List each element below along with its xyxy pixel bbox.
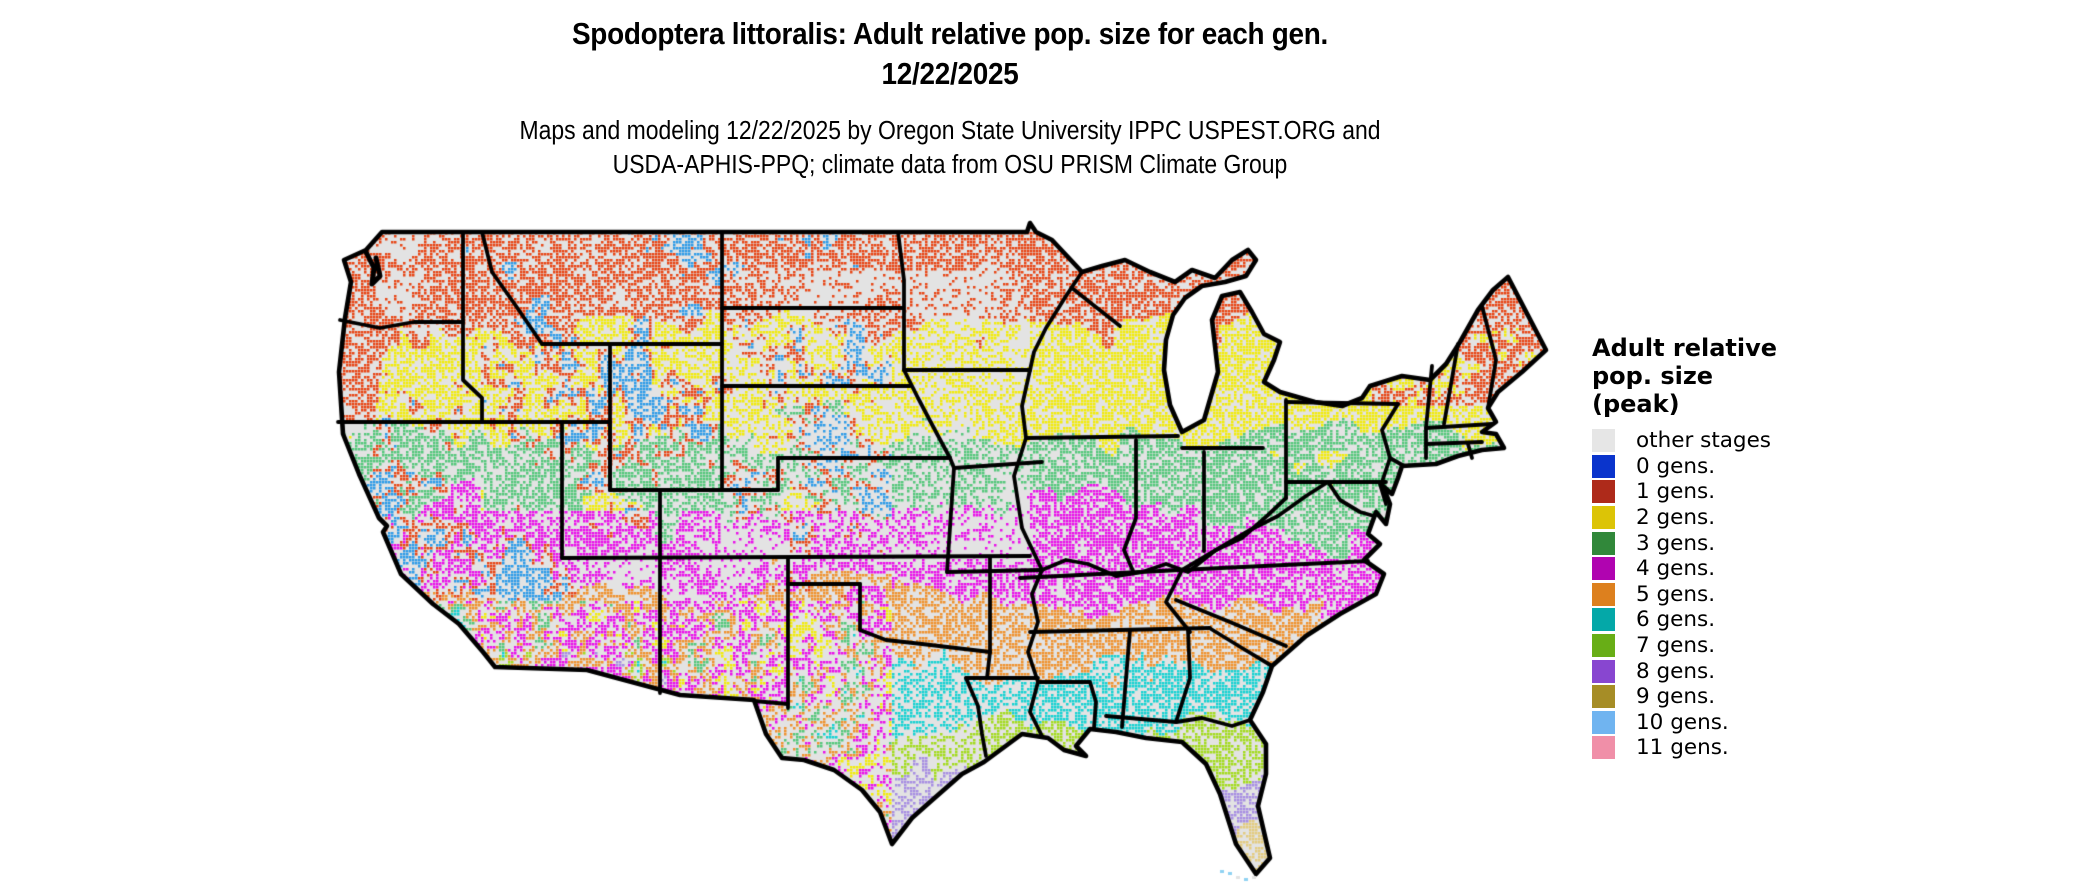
page-header: Spodoptera littoralis: Adult relative po…	[392, 14, 1508, 182]
legend-item: 7 gens.	[1592, 633, 1892, 659]
legend-title-line2: pop. size	[1592, 362, 1714, 390]
legend-item: 0 gens.	[1592, 454, 1892, 480]
legend-label: 8 gens.	[1636, 658, 1716, 684]
legend-label: 6 gens.	[1636, 607, 1716, 633]
map-title-line1: Spodoptera littoralis: Adult relative po…	[571, 16, 1329, 51]
legend-items: other stages 0 gens. 1 gens. 2 gens. 3 gens.…	[1592, 428, 1892, 761]
legend-label: other stages	[1636, 428, 1771, 454]
legend-swatch	[1592, 506, 1615, 530]
legend: Adult relative pop. size (peak) other st…	[1592, 334, 1892, 761]
legend-title: Adult relative pop. size (peak)	[1592, 334, 1892, 418]
legend-swatch	[1592, 736, 1615, 760]
legend-swatch	[1592, 659, 1615, 683]
legend-item: 3 gens.	[1592, 530, 1892, 556]
legend-swatch	[1592, 608, 1615, 632]
legend-item: 11 gens.	[1592, 735, 1892, 761]
legend-swatch	[1592, 531, 1615, 555]
legend-label: 1 gens.	[1636, 479, 1716, 505]
legend-item: 5 gens.	[1592, 582, 1892, 608]
legend-swatch	[1592, 429, 1615, 453]
legend-item: 9 gens.	[1592, 684, 1892, 710]
legend-label: 0 gens.	[1636, 453, 1716, 479]
legend-title-line3: (peak)	[1592, 390, 1680, 418]
legend-swatch	[1592, 710, 1615, 734]
map-subtitle-line1: Maps and modeling 12/22/2025 by Oregon S…	[519, 117, 1381, 145]
legend-label: 10 gens.	[1636, 709, 1729, 735]
legend-label: 11 gens.	[1636, 735, 1729, 761]
legend-label: 3 gens.	[1636, 530, 1716, 556]
legend-swatch	[1592, 634, 1615, 658]
legend-title-line1: Adult relative	[1592, 334, 1778, 362]
legend-label: 9 gens.	[1636, 684, 1716, 710]
legend-item: 10 gens.	[1592, 710, 1892, 736]
legend-item: 8 gens.	[1592, 658, 1892, 684]
legend-swatch	[1592, 685, 1615, 709]
legend-swatch	[1592, 557, 1615, 581]
legend-item: 2 gens.	[1592, 505, 1892, 531]
us-generations-map	[330, 220, 1570, 892]
legend-item: 6 gens.	[1592, 607, 1892, 633]
map-subtitle: Maps and modeling 12/22/2025 by Oregon S…	[392, 114, 1508, 182]
legend-swatch	[1592, 454, 1615, 478]
legend-item: 1 gens.	[1592, 479, 1892, 505]
legend-swatch	[1592, 480, 1615, 504]
legend-label: 5 gens.	[1636, 581, 1716, 607]
legend-label: 4 gens.	[1636, 556, 1716, 582]
map-subtitle-line2: USDA-APHIS-PPQ; climate data from OSU PR…	[612, 151, 1288, 179]
legend-label: 7 gens.	[1636, 633, 1716, 659]
legend-item: other stages	[1592, 428, 1892, 454]
legend-label: 2 gens.	[1636, 505, 1716, 531]
legend-item: 4 gens.	[1592, 556, 1892, 582]
legend-swatch	[1592, 582, 1615, 606]
map-title-line2: 12/22/2025	[881, 56, 1019, 91]
